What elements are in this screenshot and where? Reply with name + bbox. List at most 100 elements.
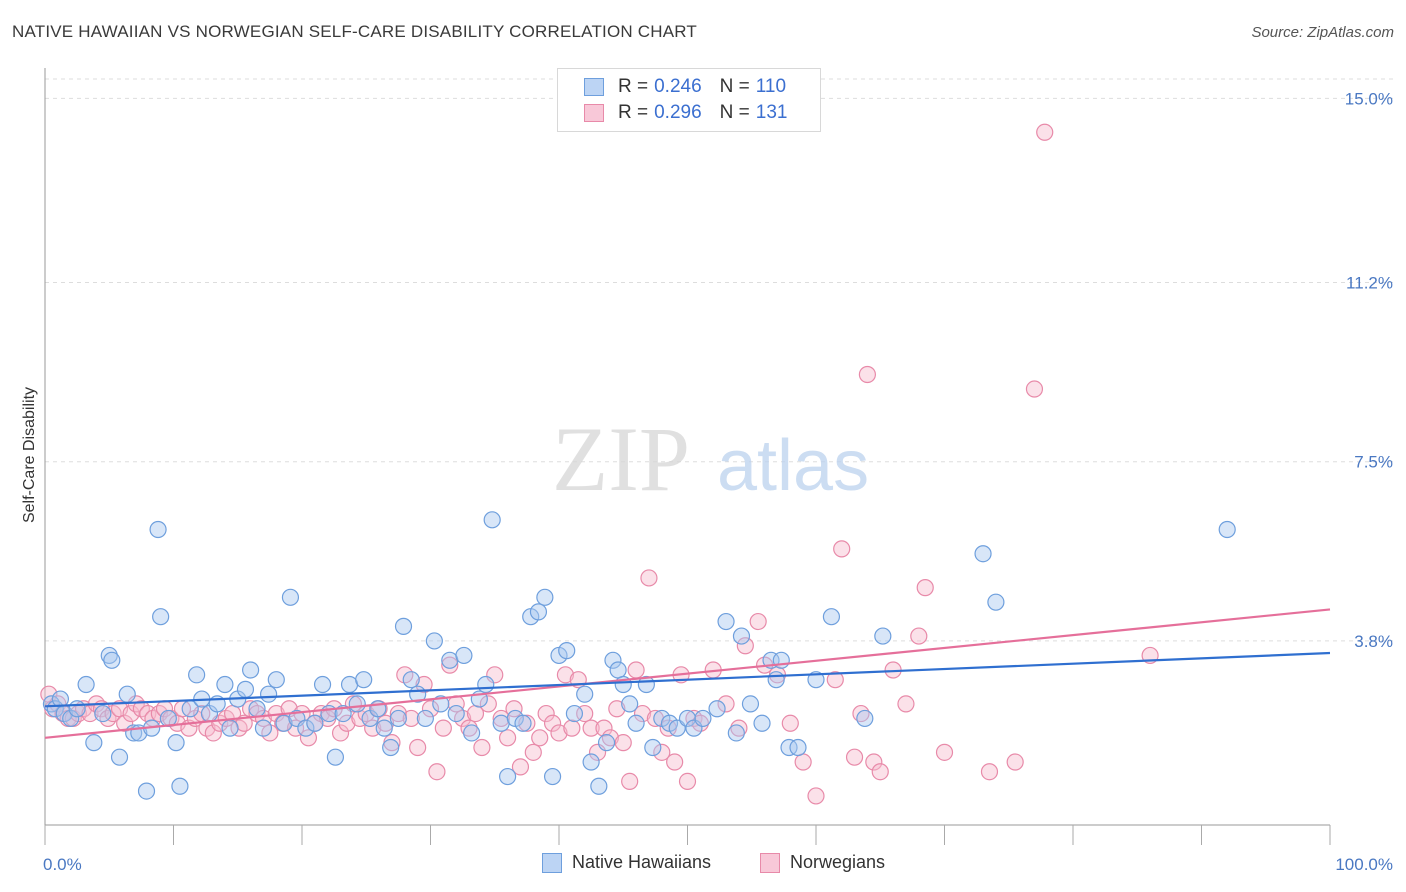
data-point-norwegians	[473, 738, 491, 757]
data-point-native-hawaiians	[565, 704, 584, 723]
data-point-native-hawaiians	[514, 714, 532, 732]
data-point-norwegians	[717, 695, 735, 713]
data-point-native-hawaiians	[389, 709, 407, 728]
data-point-norwegians	[421, 700, 440, 718]
data-point-native-hawaiians	[100, 646, 118, 665]
data-point-native-hawaiians	[85, 734, 103, 752]
data-point-native-hawaiians	[576, 685, 594, 703]
x-tick-label: 100.0%	[1335, 855, 1393, 874]
legend-item-norwegians[interactable]: Norwegians	[760, 852, 885, 873]
data-point-norwegians	[479, 695, 497, 713]
data-point-native-hawaiians	[582, 753, 600, 771]
data-point-native-hawaiians	[590, 777, 608, 795]
data-point-norwegians	[1036, 123, 1054, 141]
data-point-native-hawaiians	[297, 719, 315, 737]
data-point-native-hawaiians	[171, 777, 189, 795]
data-point-native-hawaiians	[242, 661, 260, 679]
data-point-norwegians	[511, 758, 530, 776]
data-point-norwegians	[563, 719, 581, 737]
data-point-norwegians	[409, 738, 427, 757]
data-point-native-hawaiians	[152, 608, 170, 626]
n-value: 131	[755, 102, 788, 123]
data-point-norwegians	[204, 724, 222, 742]
data-point-norwegians	[871, 763, 889, 781]
data-point-norwegians	[845, 748, 864, 766]
data-point-native-hawaiians	[463, 724, 481, 742]
data-point-norwegians	[1025, 380, 1044, 398]
data-point-norwegians	[556, 666, 575, 684]
pink-swatch-icon	[584, 104, 604, 122]
data-point-norwegians	[749, 612, 767, 631]
data-point-native-hawaiians	[1218, 520, 1236, 539]
series-legend: Native Hawaiians Norwegians	[0, 852, 1406, 876]
data-point-norwegians	[389, 704, 407, 723]
data-point-native-hawaiians	[822, 608, 841, 626]
legend-row-norwegians: R = 0.296 N = 131	[584, 101, 787, 125]
data-point-native-hawaiians	[394, 617, 413, 635]
data-point-native-hawaiians	[558, 642, 576, 660]
data-point-norwegians	[678, 772, 697, 791]
data-point-native-hawaiians	[597, 734, 616, 752]
data-point-native-hawaiians	[543, 767, 562, 786]
data-point-native-hawaiians	[254, 719, 273, 737]
data-point-native-hawaiians	[455, 646, 473, 665]
legend-label: Norwegians	[790, 852, 886, 872]
data-point-native-hawaiians	[627, 714, 645, 732]
legend-row-native-hawaiians: R = 0.246 N = 110	[584, 75, 786, 99]
data-point-native-hawaiians	[275, 714, 293, 732]
data-point-norwegians	[980, 763, 999, 781]
data-point-native-hawaiians	[708, 700, 726, 718]
data-point-native-hawaiians	[974, 545, 992, 563]
data-point-native-hawaiians	[767, 671, 785, 689]
data-point-norwegians	[492, 709, 510, 728]
data-point-native-hawaiians	[621, 695, 639, 713]
data-point-native-hawaiians	[727, 724, 745, 742]
data-point-native-hawaiians	[536, 588, 554, 606]
tick-labels: 3.8% 7.5% 11.2% 15.0% 0.0% 100.0%	[43, 89, 1393, 874]
data-point-norwegians	[331, 724, 350, 742]
data-point-norwegians	[627, 661, 645, 679]
data-point-norwegians	[122, 704, 140, 723]
data-point-norwegians	[608, 700, 626, 718]
data-point-native-hawaiians	[68, 700, 86, 718]
pink-swatch-icon	[760, 852, 780, 873]
y-tick-label: 3.8%	[1354, 632, 1393, 651]
y-axis-title: Self-Care Disability	[21, 387, 38, 523]
data-point-native-hawaiians	[604, 651, 622, 669]
data-point-native-hawaiians	[375, 719, 393, 737]
data-point-native-hawaiians	[110, 748, 129, 766]
data-point-native-hawaiians	[477, 675, 495, 694]
data-point-norwegians	[736, 637, 754, 655]
legend-item-native-hawaiians[interactable]: Native Hawaiians	[542, 852, 711, 873]
data-point-norwegians	[730, 719, 748, 737]
source-label: Source: ZipAtlas.com	[1251, 24, 1394, 41]
data-point-norwegians	[794, 753, 812, 771]
data-point-norwegians	[621, 772, 639, 791]
data-point-norwegians	[441, 656, 459, 674]
data-point-native-hawaiians	[987, 593, 1005, 611]
axes	[44, 68, 1331, 845]
data-point-norwegians	[910, 627, 928, 645]
data-point-norwegians	[595, 719, 613, 737]
data-point-norwegians	[633, 704, 652, 723]
chart-title: NATIVE HAWAIIAN VS NORWEGIAN SELF-CARE D…	[12, 22, 698, 41]
data-point-native-hawaiians	[780, 738, 798, 757]
y-tick-label: 7.5%	[1354, 453, 1393, 472]
r-label: R =	[618, 76, 649, 97]
data-point-native-hawaiians	[348, 695, 366, 713]
data-point-norwegians	[935, 743, 954, 761]
data-point-native-hawaiians	[118, 685, 136, 703]
data-point-norwegians	[402, 709, 420, 728]
data-point-norwegians	[614, 734, 632, 752]
n-label: N =	[719, 76, 750, 97]
data-point-native-hawaiians	[402, 671, 420, 689]
trend-lines	[44, 608, 1331, 739]
data-point-norwegians	[299, 729, 318, 747]
data-point-norwegians	[49, 695, 67, 713]
data-point-native-hawaiians	[856, 709, 874, 728]
blue-swatch-icon	[542, 852, 562, 873]
data-point-native-hawaiians	[334, 704, 352, 723]
data-point-native-hawaiians	[267, 671, 285, 689]
data-point-native-hawaiians	[717, 612, 735, 631]
trend-line-native-hawaiians	[44, 651, 1331, 708]
